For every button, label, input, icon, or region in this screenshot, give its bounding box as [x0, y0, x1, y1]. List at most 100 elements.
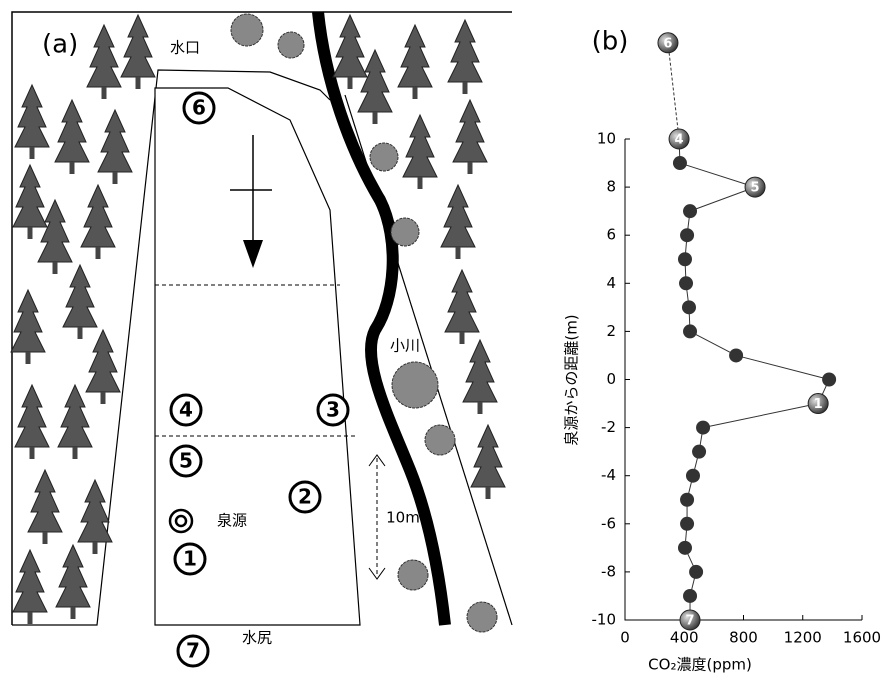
point [689, 565, 703, 579]
tree [63, 265, 97, 327]
point [673, 156, 687, 170]
bush [392, 362, 438, 408]
label: 水尻 [242, 629, 272, 647]
trunk [113, 172, 118, 184]
point [682, 300, 696, 314]
point-label: 5 [751, 181, 760, 196]
tree [15, 85, 49, 147]
bush [467, 602, 497, 632]
tree [86, 330, 120, 392]
tree [15, 385, 49, 447]
trunk [28, 227, 33, 239]
x-tick-label: 1600 [843, 629, 881, 647]
trunk [418, 177, 423, 189]
point-label: 7 [186, 639, 200, 663]
tree [78, 480, 112, 542]
y-tick-label: -8 [601, 562, 616, 580]
trunk [43, 532, 48, 544]
tree [441, 185, 475, 247]
label: 水口 [170, 39, 200, 57]
point [680, 228, 694, 242]
point [679, 276, 693, 290]
tree [333, 15, 367, 77]
point [683, 324, 697, 338]
y-tick-label: 6 [606, 226, 616, 244]
tree [81, 185, 115, 247]
tree [463, 340, 497, 402]
tree [38, 200, 72, 262]
tree [121, 15, 155, 77]
y-tick-label: 2 [606, 322, 616, 340]
line-segment [736, 355, 829, 379]
point [686, 469, 700, 483]
line-segment [668, 43, 679, 139]
point-label: 4 [179, 398, 193, 422]
y-tick-label: 8 [606, 178, 616, 196]
label: 泉源 [217, 512, 247, 530]
point-label: 3 [326, 398, 340, 422]
y-tick-label: -6 [601, 514, 616, 532]
tree [56, 545, 90, 607]
y-tick-label: 10 [597, 130, 616, 148]
y-tick-label: -2 [601, 418, 616, 436]
point-label: 1 [183, 547, 197, 571]
bush [278, 32, 304, 58]
trunk [53, 262, 58, 274]
line-segment [680, 163, 755, 187]
y-tick-label: -10 [592, 611, 617, 629]
trunk [71, 607, 76, 619]
tree [453, 100, 487, 162]
tree [13, 550, 47, 612]
tree [11, 290, 45, 352]
trunk [456, 247, 461, 259]
tree [398, 25, 432, 87]
point-label: 6 [663, 36, 672, 51]
panel-label: (b) [592, 27, 629, 57]
label: 10m [386, 509, 420, 527]
point [696, 421, 710, 435]
trunk [101, 392, 106, 404]
trunk [70, 162, 75, 174]
point [692, 445, 706, 459]
figure: (a) 水口 小川 泉源 10m 水尻 1234567 (b) CO₂濃度(pp… [0, 0, 887, 677]
bush [425, 425, 455, 455]
trunk [102, 87, 107, 99]
x-axis-label: CO₂濃度(ppm) [648, 656, 752, 674]
y-tick-label: 4 [606, 274, 616, 292]
y-tick-label: 0 [606, 370, 616, 388]
point [683, 204, 697, 218]
y-tick-label: -4 [601, 466, 616, 484]
point-label: 7 [686, 614, 695, 629]
point [822, 373, 836, 387]
trunk [30, 147, 35, 159]
tree [28, 470, 62, 532]
point-label: 4 [675, 133, 684, 148]
source-mark [176, 516, 186, 526]
line-segment [690, 331, 736, 355]
tree [445, 270, 479, 332]
trunk [413, 87, 418, 99]
tree [358, 50, 392, 112]
x-tick-label: 400 [670, 629, 699, 647]
x-tick-label: 800 [729, 629, 758, 647]
point-label: 5 [179, 449, 193, 473]
trunk [28, 612, 33, 624]
bush [231, 14, 263, 46]
point [683, 589, 697, 603]
point-label: 6 [192, 96, 206, 120]
x-tick-label: 0 [620, 629, 630, 647]
tree [87, 25, 121, 87]
y-axis-label: 泉源からの距離(m) [563, 314, 581, 445]
point-label: 1 [814, 397, 823, 412]
point [680, 493, 694, 507]
trunk [30, 447, 35, 459]
trunk [348, 77, 353, 89]
point [729, 348, 743, 362]
point-label: 2 [298, 485, 312, 509]
point [680, 517, 694, 531]
bush [370, 143, 398, 171]
trunk [73, 447, 78, 459]
trunk [26, 352, 31, 364]
